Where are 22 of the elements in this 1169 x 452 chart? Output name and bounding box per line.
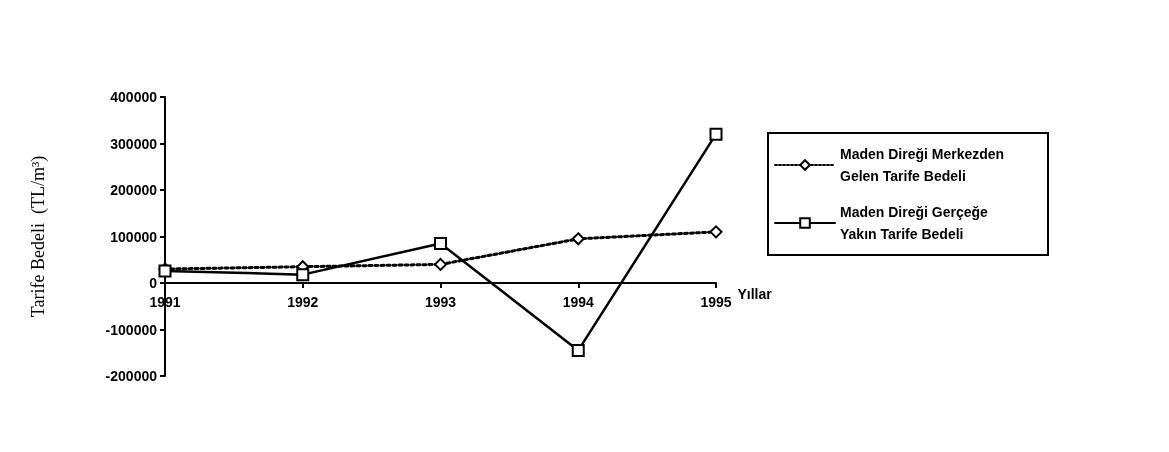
y-tick-label: 100000 <box>110 228 158 245</box>
y-tick-label: 200000 <box>110 182 158 198</box>
point <box>296 268 310 282</box>
point <box>709 127 723 141</box>
y-axis-title: Tarife Bedeli (TL/m³) <box>28 155 49 318</box>
y-tick-label: 0 <box>149 275 158 291</box>
y-tick-label: -100000 <box>105 321 158 338</box>
y-tick-label: 300000 <box>110 135 158 152</box>
x-tick-label: 1992 <box>287 294 319 310</box>
x-tick-label: 1993 <box>424 294 457 310</box>
y-tick-label: 400000 <box>110 89 158 105</box>
point <box>709 225 723 239</box>
x-tick-label: 1994 <box>562 294 595 310</box>
point <box>571 232 585 246</box>
x-axis-title: Yıllar <box>737 286 773 302</box>
point <box>434 257 447 271</box>
point <box>434 236 447 250</box>
y-tick-label: -200000 <box>105 368 158 384</box>
legend-label: Maden Direği Merkezden Gelen Tarife Bedeli <box>840 146 1009 184</box>
x-tick-label: 1995 <box>700 294 732 310</box>
point <box>571 343 585 357</box>
legend-label: Maden Direği Gerçeğe Yakın Tarife Bedeli <box>840 204 992 242</box>
